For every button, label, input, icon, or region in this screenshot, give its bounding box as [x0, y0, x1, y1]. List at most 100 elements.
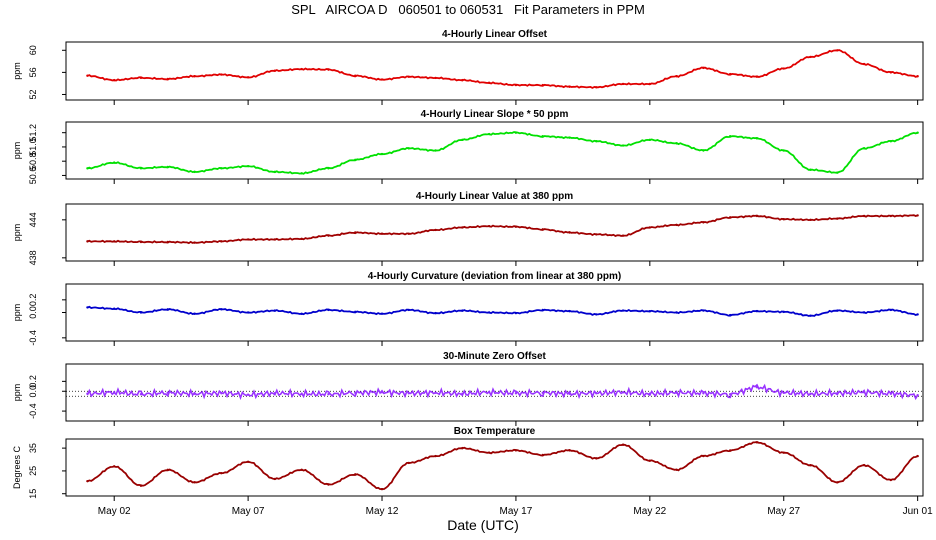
- data-point: [675, 468, 678, 471]
- data-point: [621, 391, 625, 394]
- data-point: [782, 67, 785, 70]
- data-point: [86, 167, 89, 170]
- x-tick-label: Jun 01: [903, 506, 933, 517]
- data-point: [166, 165, 169, 169]
- x-tick-label: May 07: [232, 506, 265, 517]
- x-axis-label: Date (UTC): [447, 517, 519, 533]
- data-point: [702, 221, 705, 224]
- data-point: [300, 468, 303, 471]
- data-point: [273, 238, 277, 241]
- panel-6: Box Temperature Degrees C 15 25 35: [12, 426, 924, 501]
- data-point: [702, 309, 705, 312]
- data-point: [434, 149, 437, 152]
- data-point: [166, 308, 169, 311]
- data-point: [166, 468, 169, 471]
- data-point: [461, 226, 464, 229]
- data-point: [916, 131, 919, 134]
- data-point: [889, 392, 893, 395]
- data-point: [380, 78, 384, 81]
- data-point: [916, 394, 919, 397]
- data-point: [728, 72, 732, 76]
- data-point: [113, 78, 116, 82]
- data-point: [836, 171, 839, 174]
- data-point: [862, 311, 866, 314]
- y-tick-label: 60: [28, 45, 38, 55]
- data-point: [193, 241, 196, 244]
- data-point: [621, 234, 625, 237]
- data-point: [809, 464, 812, 467]
- data-point: [836, 392, 839, 395]
- data-point: [728, 135, 732, 138]
- data-point: [862, 147, 866, 150]
- series-line: [86, 131, 918, 175]
- data-point: [782, 310, 785, 314]
- data-point: [782, 451, 785, 454]
- data-point: [621, 309, 625, 312]
- data-point: [113, 391, 116, 394]
- panel-3: 4-Hourly Linear Value at 380 ppm ppm 438 44…: [12, 191, 924, 266]
- data-point: [648, 82, 652, 86]
- data-point: [621, 82, 625, 86]
- y-tick-label: 15: [28, 489, 38, 499]
- y-tick-label: 0.0: [28, 385, 38, 398]
- data-point: [541, 453, 544, 457]
- data-point: [380, 391, 384, 394]
- data-point: [113, 307, 116, 310]
- data-point: [461, 446, 464, 450]
- data-point: [461, 78, 464, 82]
- y-tick-label: 50.8: [28, 152, 38, 170]
- data-point: [273, 69, 277, 72]
- panel-frame: [65, 121, 924, 180]
- data-point: [862, 391, 866, 394]
- y-axis-label: ppm: [12, 224, 22, 242]
- data-point: [300, 237, 303, 241]
- data-point: [220, 167, 223, 170]
- data-point: [541, 135, 544, 138]
- series-line: [87, 305, 918, 317]
- data-point: [675, 311, 678, 314]
- data-point: [327, 234, 330, 237]
- data-point: [702, 149, 705, 152]
- data-point: [434, 76, 437, 80]
- data-point: [193, 312, 196, 315]
- data-point: [354, 310, 357, 314]
- panel-frame: [65, 363, 924, 422]
- data-point: [86, 479, 89, 483]
- data-point: [327, 483, 330, 486]
- data-point: [889, 140, 893, 143]
- data-point: [220, 472, 223, 475]
- data-point: [139, 167, 143, 170]
- data-point: [809, 392, 812, 395]
- data-point: [568, 136, 571, 139]
- data-point: [595, 313, 598, 316]
- data-point: [728, 449, 732, 452]
- panel-title: 4-Hourly Linear Slope * 50 ppm: [421, 109, 569, 120]
- data-point: [246, 393, 250, 396]
- data-point: [568, 392, 571, 395]
- panel-1: 4-Hourly Linear Offset ppm 52 56 60: [12, 29, 924, 105]
- data-point: [166, 240, 169, 244]
- data-point: [889, 478, 893, 482]
- data-point: [621, 443, 625, 446]
- data-point: [728, 313, 732, 317]
- data-point: [354, 231, 357, 234]
- data-point: [648, 310, 652, 313]
- data-point: [461, 309, 464, 312]
- data-point: [434, 391, 437, 394]
- data-point: [487, 391, 491, 394]
- data-point: [541, 308, 544, 312]
- data-point: [568, 449, 571, 452]
- data-point: [675, 142, 678, 145]
- data-point: [434, 228, 437, 232]
- data-point: [648, 226, 652, 229]
- data-point: [139, 393, 143, 396]
- series-line: [86, 383, 919, 401]
- data-point: [487, 132, 491, 136]
- data-point: [246, 164, 250, 168]
- data-point: [220, 240, 223, 243]
- data-point: [113, 240, 116, 243]
- data-point: [354, 473, 357, 476]
- data-point: [380, 152, 384, 156]
- data-point: [675, 223, 678, 227]
